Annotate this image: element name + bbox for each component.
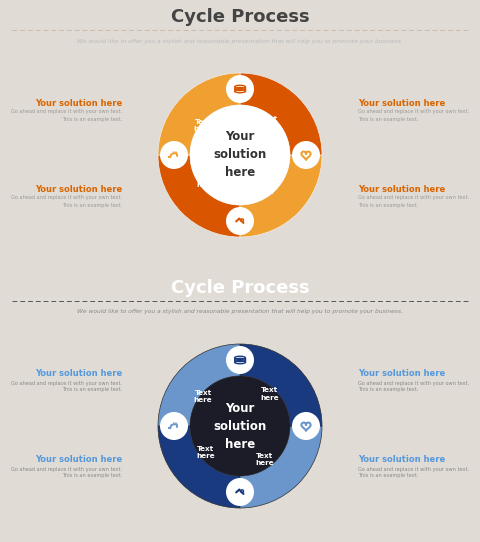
- Text: Text
here: Text here: [196, 446, 215, 460]
- Text: Your solution here: Your solution here: [35, 184, 122, 193]
- Text: Go ahead and replace it with your own text.: Go ahead and replace it with your own te…: [11, 467, 122, 472]
- Text: Your solution here: Your solution here: [358, 99, 445, 107]
- Text: Text
here: Text here: [255, 182, 274, 195]
- Wedge shape: [240, 344, 322, 426]
- Wedge shape: [158, 344, 240, 426]
- Circle shape: [292, 412, 320, 440]
- Text: This is an example text.: This is an example text.: [61, 203, 122, 208]
- Wedge shape: [240, 73, 322, 155]
- Text: Go ahead and replace it with your own text.: Go ahead and replace it with your own te…: [358, 380, 469, 385]
- Wedge shape: [158, 73, 240, 155]
- Circle shape: [160, 141, 188, 169]
- Circle shape: [226, 346, 254, 374]
- Text: Your solution here: Your solution here: [358, 184, 445, 193]
- Circle shape: [175, 422, 177, 424]
- Text: Text
here: Text here: [255, 453, 274, 466]
- Circle shape: [292, 141, 320, 169]
- Text: Your solution here: Your solution here: [35, 455, 122, 464]
- Wedge shape: [240, 426, 322, 508]
- Text: This is an example text.: This is an example text.: [358, 203, 419, 208]
- Text: We would like to offer you a stylish and reasonable presentation that will help : We would like to offer you a stylish and…: [77, 309, 403, 314]
- Circle shape: [175, 151, 177, 153]
- Text: This is an example text.: This is an example text.: [358, 474, 419, 479]
- Text: Cycle Process: Cycle Process: [171, 8, 309, 26]
- Text: This is an example text.: This is an example text.: [61, 388, 122, 392]
- Text: Go ahead and replace it with your own text.: Go ahead and replace it with your own te…: [11, 109, 122, 114]
- Text: Go ahead and replace it with your own text.: Go ahead and replace it with your own te…: [358, 467, 469, 472]
- Text: Text
here: Text here: [260, 117, 279, 130]
- Text: This is an example text.: This is an example text.: [358, 388, 419, 392]
- Text: This is an example text.: This is an example text.: [61, 117, 122, 121]
- Wedge shape: [158, 426, 240, 508]
- Circle shape: [173, 422, 174, 424]
- Circle shape: [226, 478, 254, 506]
- Text: Text
here: Text here: [194, 119, 213, 132]
- Text: Text
here: Text here: [194, 390, 213, 403]
- Circle shape: [173, 151, 174, 153]
- Text: Go ahead and replace it with your own text.: Go ahead and replace it with your own te…: [358, 196, 469, 201]
- Text: Your solution here: Your solution here: [35, 99, 122, 107]
- Text: Your
solution
here: Your solution here: [214, 402, 266, 450]
- Text: Your solution here: Your solution here: [35, 370, 122, 378]
- Text: Your solution here: Your solution here: [358, 455, 445, 464]
- Circle shape: [226, 207, 254, 235]
- Text: Cycle Process: Cycle Process: [171, 279, 309, 297]
- Circle shape: [226, 75, 254, 103]
- Text: This is an example text.: This is an example text.: [358, 117, 419, 121]
- Text: Your
solution
here: Your solution here: [214, 131, 266, 179]
- Text: Text
here: Text here: [260, 388, 279, 401]
- Circle shape: [190, 376, 290, 476]
- Text: Go ahead and replace it with your own text.: Go ahead and replace it with your own te…: [11, 196, 122, 201]
- Text: Go ahead and replace it with your own text.: Go ahead and replace it with your own te…: [11, 380, 122, 385]
- Text: We would like to offer you a stylish and reasonable presentation that will help : We would like to offer you a stylish and…: [77, 38, 403, 43]
- Text: This is an example text.: This is an example text.: [61, 474, 122, 479]
- Circle shape: [160, 412, 188, 440]
- Circle shape: [190, 105, 290, 205]
- Text: Go ahead and replace it with your own text.: Go ahead and replace it with your own te…: [358, 109, 469, 114]
- Text: Text
here: Text here: [196, 175, 215, 189]
- Wedge shape: [240, 155, 322, 237]
- Text: Your solution here: Your solution here: [358, 370, 445, 378]
- Wedge shape: [158, 155, 240, 237]
